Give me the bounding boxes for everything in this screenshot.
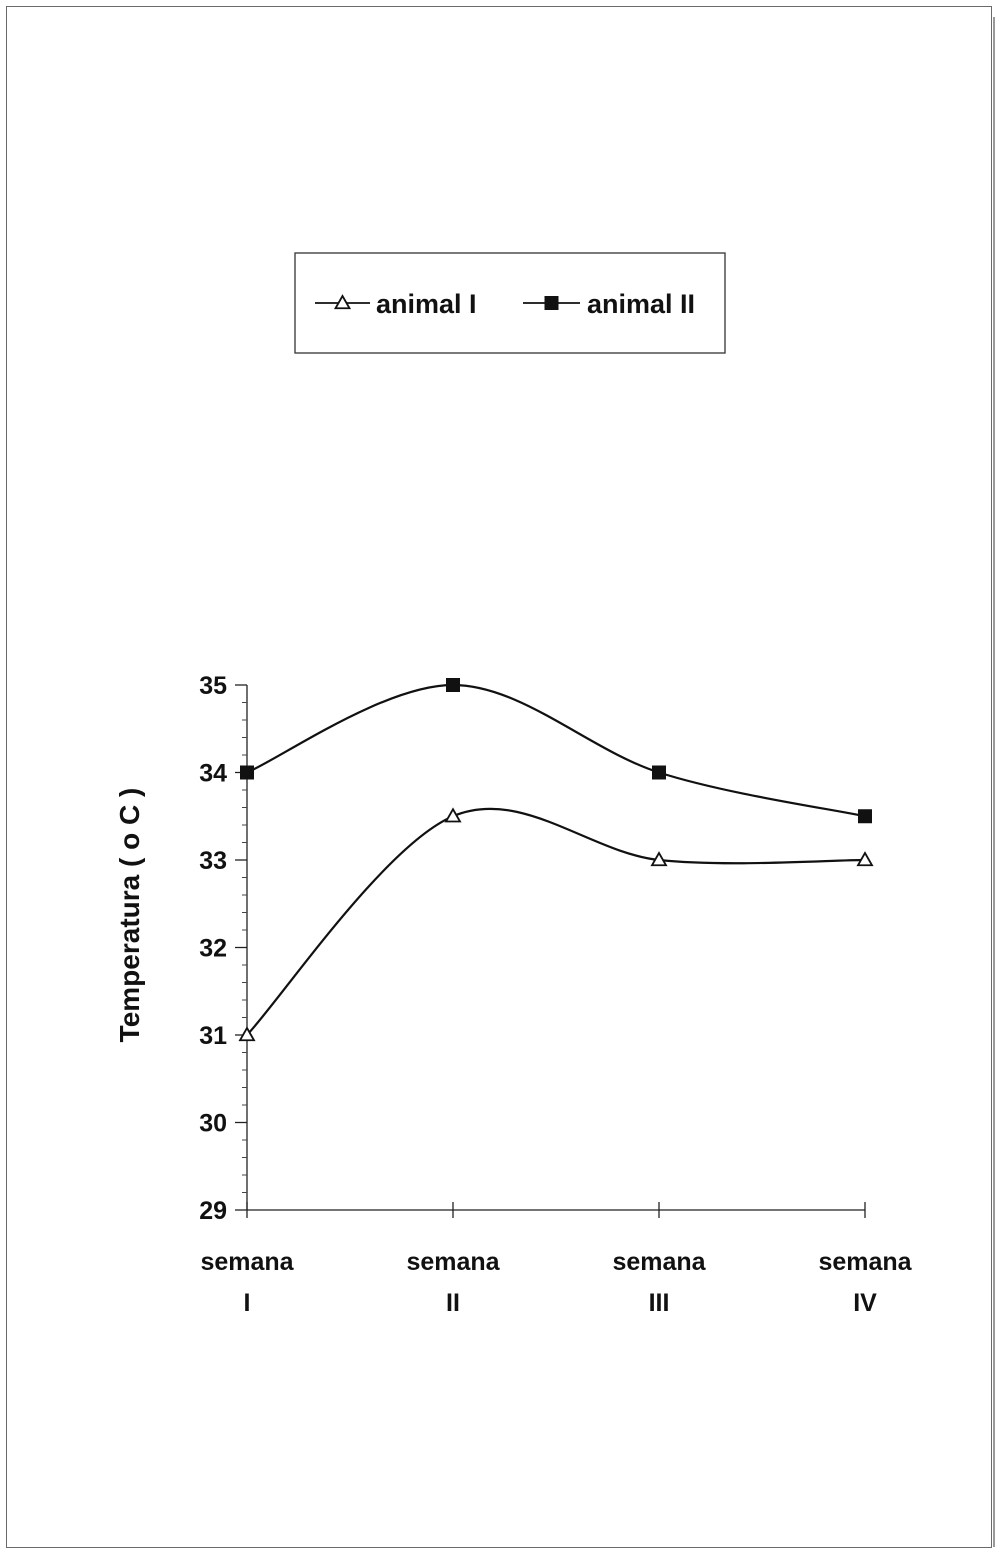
series-2-point <box>446 678 460 692</box>
series-1-point <box>650 851 668 867</box>
series-2-line <box>246 683 866 818</box>
x-tick-label: IV <box>853 1289 877 1317</box>
series-2-point <box>652 765 666 780</box>
y-tick-label: 30 <box>199 1110 227 1138</box>
y-tick-label: 29 <box>199 1197 227 1225</box>
x-tick-label: II <box>446 1289 460 1317</box>
series-2 <box>240 678 872 824</box>
series-2-point <box>858 809 872 824</box>
series-2-point <box>240 765 254 780</box>
legend-label: animal II <box>587 289 695 319</box>
x-tick-label: III <box>649 1289 670 1317</box>
y-axis-title: Temperatura ( o C ) <box>114 788 145 1043</box>
x-tick-label: semana <box>406 1248 500 1276</box>
legend-marker <box>544 296 559 310</box>
x-tick-label: semana <box>200 1248 294 1276</box>
x-tick-label: semana <box>818 1248 912 1276</box>
x-tick-label: semana <box>612 1248 706 1276</box>
y-tick-label: 32 <box>199 935 227 963</box>
x-tick-label: I <box>244 1289 251 1317</box>
page-frame <box>6 6 995 1548</box>
y-tick-label: 33 <box>199 847 227 875</box>
legend-marker <box>333 294 352 310</box>
legend: animal I animal II <box>294 252 726 354</box>
series-1-point <box>856 851 874 867</box>
legend-item: animal I <box>315 289 477 319</box>
y-tick-label: 34 <box>199 760 227 788</box>
series-1 <box>238 807 874 1042</box>
y-tick-label: 31 <box>199 1022 227 1050</box>
y-tick-label: 35 <box>199 672 227 700</box>
series-layer <box>238 678 874 1042</box>
series-1-point <box>444 807 462 823</box>
legend-item: animal II <box>523 289 695 319</box>
series-1-point <box>238 1026 256 1042</box>
legend-label: animal I <box>376 289 477 319</box>
series-1-line <box>246 807 866 1036</box>
